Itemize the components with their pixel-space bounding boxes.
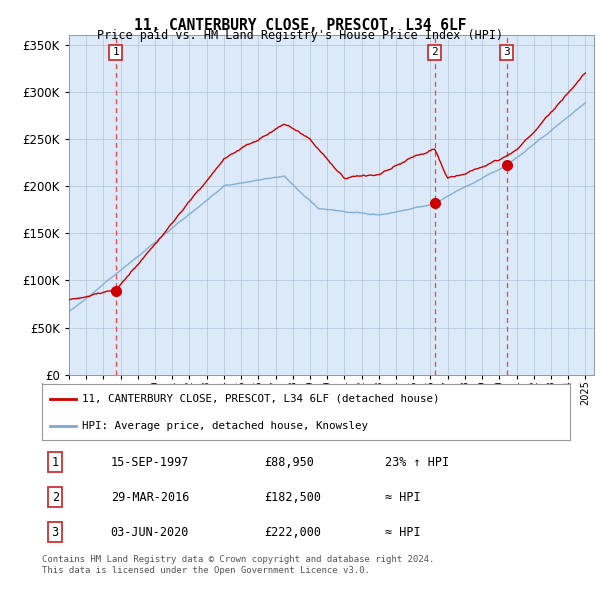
Text: 29-MAR-2016: 29-MAR-2016 bbox=[110, 490, 189, 504]
Text: 2: 2 bbox=[52, 490, 59, 504]
Text: ≈ HPI: ≈ HPI bbox=[385, 490, 421, 504]
Text: Price paid vs. HM Land Registry's House Price Index (HPI): Price paid vs. HM Land Registry's House … bbox=[97, 30, 503, 42]
Text: 3: 3 bbox=[503, 47, 510, 57]
Text: 03-JUN-2020: 03-JUN-2020 bbox=[110, 526, 189, 539]
Text: £222,000: £222,000 bbox=[264, 526, 321, 539]
Text: 11, CANTERBURY CLOSE, PRESCOT, L34 6LF: 11, CANTERBURY CLOSE, PRESCOT, L34 6LF bbox=[134, 18, 466, 33]
Text: 23% ↑ HPI: 23% ↑ HPI bbox=[385, 455, 449, 468]
Text: 11, CANTERBURY CLOSE, PRESCOT, L34 6LF (detached house): 11, CANTERBURY CLOSE, PRESCOT, L34 6LF (… bbox=[82, 394, 439, 404]
Text: 1: 1 bbox=[112, 47, 119, 57]
Text: 2: 2 bbox=[431, 47, 438, 57]
Text: Contains HM Land Registry data © Crown copyright and database right 2024.: Contains HM Land Registry data © Crown c… bbox=[42, 555, 434, 563]
Text: HPI: Average price, detached house, Knowsley: HPI: Average price, detached house, Know… bbox=[82, 421, 368, 431]
Text: 15-SEP-1997: 15-SEP-1997 bbox=[110, 455, 189, 468]
Text: 1: 1 bbox=[52, 455, 59, 468]
Text: This data is licensed under the Open Government Licence v3.0.: This data is licensed under the Open Gov… bbox=[42, 566, 370, 575]
Text: 3: 3 bbox=[52, 526, 59, 539]
Text: ≈ HPI: ≈ HPI bbox=[385, 526, 421, 539]
Text: £88,950: £88,950 bbox=[264, 455, 314, 468]
Text: £182,500: £182,500 bbox=[264, 490, 321, 504]
